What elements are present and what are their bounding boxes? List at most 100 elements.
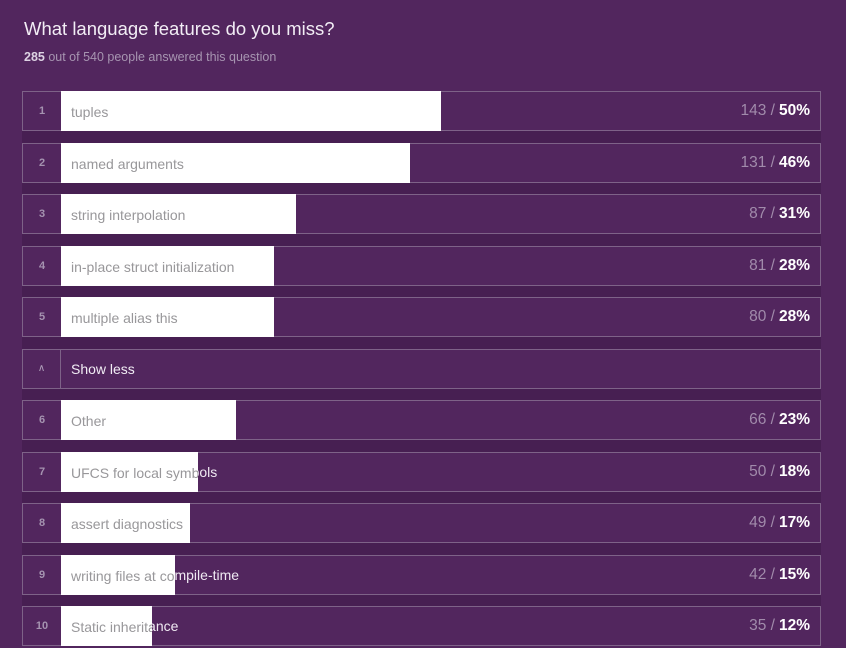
result-bar-zone: multiple alias this multiple alias this … xyxy=(61,297,820,337)
vote-number: 50 / xyxy=(749,462,775,480)
poll-option-row: 2 named arguments named arguments 131 /4… xyxy=(22,142,821,183)
result-bar-zone: Other Other 66 /23% xyxy=(61,400,820,440)
poll-option-row: 3 string interpolation string interpolat… xyxy=(22,194,821,234)
answered-count: 285 xyxy=(24,50,45,64)
rank-number: 10 xyxy=(35,620,49,632)
poll-option-row: 7 UFCS for local symbols UFCS for local … xyxy=(22,451,821,492)
option-label: Other xyxy=(71,413,107,429)
vote-count: 50 /18% xyxy=(749,453,810,491)
rank-badge: 10 xyxy=(23,607,61,645)
vote-count: 80 /28% xyxy=(749,298,810,336)
poll-results-list: 1 tuples tuples 143 /50% 2 named argumen… xyxy=(22,91,821,646)
rank-number: 4 xyxy=(38,259,46,272)
rank-badge: 3 xyxy=(23,195,61,233)
result-bar: writing files at compile-time xyxy=(61,554,175,595)
rank-badge: 6 xyxy=(23,401,61,439)
option-label: in-place struct initialization xyxy=(71,258,235,275)
poll-option-row: 6 Other Other 66 /23% xyxy=(22,400,821,440)
result-bar-zone: assert diagnostics assert diagnostics 49… xyxy=(61,503,820,543)
rank-number: 7 xyxy=(38,465,46,478)
result-bar: UFCS for local symbols xyxy=(61,451,198,492)
vote-number: 80 / xyxy=(749,308,775,325)
page-title: What language features do you miss? xyxy=(24,18,335,39)
vote-number: 87 / xyxy=(749,205,775,222)
vote-number: 66 / xyxy=(749,411,775,428)
answered-text: out of 540 people answered this question xyxy=(44,50,277,64)
rank-number: 6 xyxy=(38,414,46,426)
option-label: named arguments xyxy=(71,155,184,172)
rank-badge: 1 xyxy=(23,92,61,130)
result-bar: string interpolation xyxy=(61,194,297,234)
rank-badge: 5 xyxy=(23,298,61,336)
vote-percentage: 50% xyxy=(778,102,810,119)
vote-count: 143 /50% xyxy=(740,92,810,130)
rank-number: 2 xyxy=(38,156,46,169)
result-bar: Static inheritance xyxy=(61,606,153,646)
show-less-label: Show less xyxy=(71,360,135,377)
result-bar: multiple alias this xyxy=(61,297,274,337)
result-bar: Other xyxy=(61,400,236,440)
result-bar: in-place struct initialization xyxy=(61,245,274,286)
vote-count: 49 /17% xyxy=(749,504,810,542)
option-label: multiple alias this xyxy=(71,310,178,326)
rank-badge: 9 xyxy=(23,556,61,594)
option-label: Static inheritance xyxy=(71,619,153,635)
rank-number: 1 xyxy=(38,105,46,117)
result-bar-zone: Static inheritance Static inheritance 35… xyxy=(61,606,820,646)
result-bar-zone: writing files at compile-time writing fi… xyxy=(61,554,820,595)
vote-percentage: 46% xyxy=(778,153,810,171)
vote-number: 35 / xyxy=(749,617,775,634)
poll-option-row: 10 Static inheritance Static inheritance… xyxy=(22,606,821,646)
vote-number: 131 / xyxy=(740,153,775,171)
vote-number: 42 / xyxy=(749,565,775,583)
poll-option-row: 4 in-place struct initialization in-plac… xyxy=(22,245,821,286)
vote-percentage: 28% xyxy=(778,308,810,325)
option-label: UFCS for local symbols xyxy=(71,464,198,481)
vote-percentage: 12% xyxy=(778,617,810,634)
result-bar-zone: tuples tuples 143 /50% xyxy=(61,91,820,131)
result-bar-zone: named arguments named arguments 131 /46% xyxy=(61,142,820,183)
vote-count: 35 /12% xyxy=(749,607,810,645)
vote-percentage: 23% xyxy=(778,411,810,428)
vote-count: 42 /15% xyxy=(749,556,810,594)
poll-option-row: 5 multiple alias this multiple alias thi… xyxy=(22,297,821,337)
vote-count: 131 /46% xyxy=(740,144,810,182)
vote-percentage: 31% xyxy=(778,205,810,222)
show-less-button[interactable]: ∧ Show less xyxy=(22,348,821,389)
rank-number: 8 xyxy=(38,517,46,529)
rank-number: 9 xyxy=(38,568,46,581)
vote-count: 87 /31% xyxy=(749,195,810,233)
rank-number: 5 xyxy=(38,311,46,323)
rank-badge: 8 xyxy=(23,504,61,542)
vote-count: 81 /28% xyxy=(749,247,810,285)
poll-header: What language features do you miss? 285 … xyxy=(22,18,821,64)
rank-badge: 4 xyxy=(23,247,61,285)
poll-option-row: 9 writing files at compile-time writing … xyxy=(22,554,821,595)
vote-percentage: 17% xyxy=(778,514,810,531)
result-bar-zone: string interpolation string interpolatio… xyxy=(61,194,820,234)
result-bar: tuples xyxy=(61,91,441,131)
vote-number: 81 / xyxy=(749,256,775,274)
vote-percentage: 18% xyxy=(778,462,810,480)
option-label: tuples xyxy=(71,104,109,120)
chevron-up-icon: ∧ xyxy=(23,349,61,388)
option-label: string interpolation xyxy=(71,207,186,223)
poll-option-row: 1 tuples tuples 143 /50% xyxy=(22,91,821,131)
result-bar-zone: in-place struct initialization in-place … xyxy=(61,245,820,286)
result-bar: named arguments xyxy=(61,142,411,183)
option-label: writing files at compile-time xyxy=(71,567,175,584)
rank-badge: 7 xyxy=(23,453,61,491)
result-bar: assert diagnostics xyxy=(61,503,191,543)
vote-count: 66 /23% xyxy=(749,401,810,439)
poll-option-row: 8 assert diagnostics assert diagnostics … xyxy=(22,503,821,543)
vote-percentage: 28% xyxy=(778,256,810,274)
vote-number: 143 / xyxy=(740,102,775,119)
result-bar-zone: UFCS for local symbols UFCS for local sy… xyxy=(61,451,820,492)
option-label: assert diagnostics xyxy=(71,516,184,532)
rank-badge: 2 xyxy=(23,144,61,182)
rank-number: 3 xyxy=(38,208,46,220)
answered-summary: 285 out of 540 people answered this ques… xyxy=(24,50,821,64)
vote-number: 49 / xyxy=(749,514,775,531)
vote-percentage: 15% xyxy=(778,565,810,583)
